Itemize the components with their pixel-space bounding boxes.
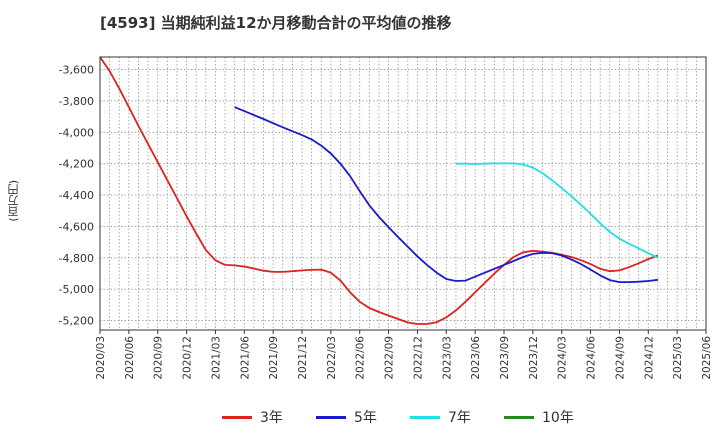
x-tick-label: 2020/03 — [95, 336, 107, 380]
x-tick-label: 2023/03 — [441, 336, 453, 380]
y-tick-label: -5,200 — [59, 315, 94, 328]
legend-item: 5年 — [316, 405, 377, 429]
y-tick-label: -5,000 — [59, 283, 94, 296]
legend-swatch — [222, 415, 252, 419]
y-tick-label: -3,600 — [59, 64, 94, 77]
legend-item: 10年 — [504, 405, 574, 429]
x-tick-labels: 2020/03 2020/06 2020/09 2020/12 2021/03 2021/… — [95, 336, 713, 380]
x-tick-label: 2024/06 — [586, 336, 598, 380]
x-tick-label: 2023/06 — [470, 336, 482, 380]
x-tick-label: 2020/09 — [153, 336, 165, 380]
x-tick-label: 2020/06 — [124, 336, 136, 380]
x-tick-label: 2021/12 — [297, 336, 309, 380]
series-line-7年 — [455, 162, 659, 259]
series-layer — [99, 56, 659, 325]
legend-item: 7年 — [410, 405, 471, 429]
legend-item: 3年 — [222, 405, 283, 429]
legend: 3年 5年 7年 10年 — [0, 405, 720, 429]
x-tick-label: 2022/06 — [355, 336, 367, 380]
legend-label: 7年 — [448, 410, 471, 426]
legend-label: 3年 — [260, 410, 283, 426]
x-tick-label: 2023/09 — [499, 336, 511, 380]
x-tick-label: 2021/03 — [210, 336, 222, 380]
legend-swatch — [410, 415, 440, 419]
x-tick-label: 2023/12 — [528, 336, 540, 380]
y-tick-label: -4,000 — [59, 126, 94, 139]
legend-swatch — [316, 415, 346, 419]
y-tick-label: -4,200 — [59, 158, 94, 171]
x-tick-label: 2022/12 — [412, 336, 424, 380]
legend-label: 10年 — [542, 410, 574, 426]
legend-swatch — [504, 415, 534, 419]
y-tick-label: -4,800 — [59, 252, 94, 265]
x-tick-label: 2025/03 — [672, 336, 684, 380]
y-tick-labels: -3,600 -3,800 -4,000 -4,200 -4,400 -4,600 -4,8… — [59, 64, 94, 328]
chart-title: [4593] 当期純利益12か月移動合計の平均値の推移 — [100, 14, 452, 32]
x-tick-label: 2022/09 — [384, 336, 396, 380]
x-tick-label: 2024/12 — [643, 336, 655, 380]
series-line-5年 — [234, 106, 659, 283]
x-tick-label: 2024/03 — [557, 336, 569, 380]
x-tick-label: 2024/09 — [614, 336, 626, 380]
y-tick-label: -3,800 — [59, 95, 94, 108]
x-tick-label: 2025/06 — [701, 336, 713, 380]
y-tick-label: -4,600 — [59, 220, 94, 233]
grid-layer — [99, 57, 707, 334]
series-line-3年 — [99, 56, 659, 325]
legend-label: 5年 — [354, 410, 377, 426]
plot-frame — [99, 56, 707, 331]
x-tick-label: 2021/09 — [268, 336, 280, 380]
y-tick-label: -4,400 — [59, 189, 94, 202]
x-tick-label: 2021/06 — [239, 336, 251, 380]
x-tick-label: 2020/12 — [182, 336, 194, 380]
x-tick-label: 2022/03 — [326, 336, 338, 380]
